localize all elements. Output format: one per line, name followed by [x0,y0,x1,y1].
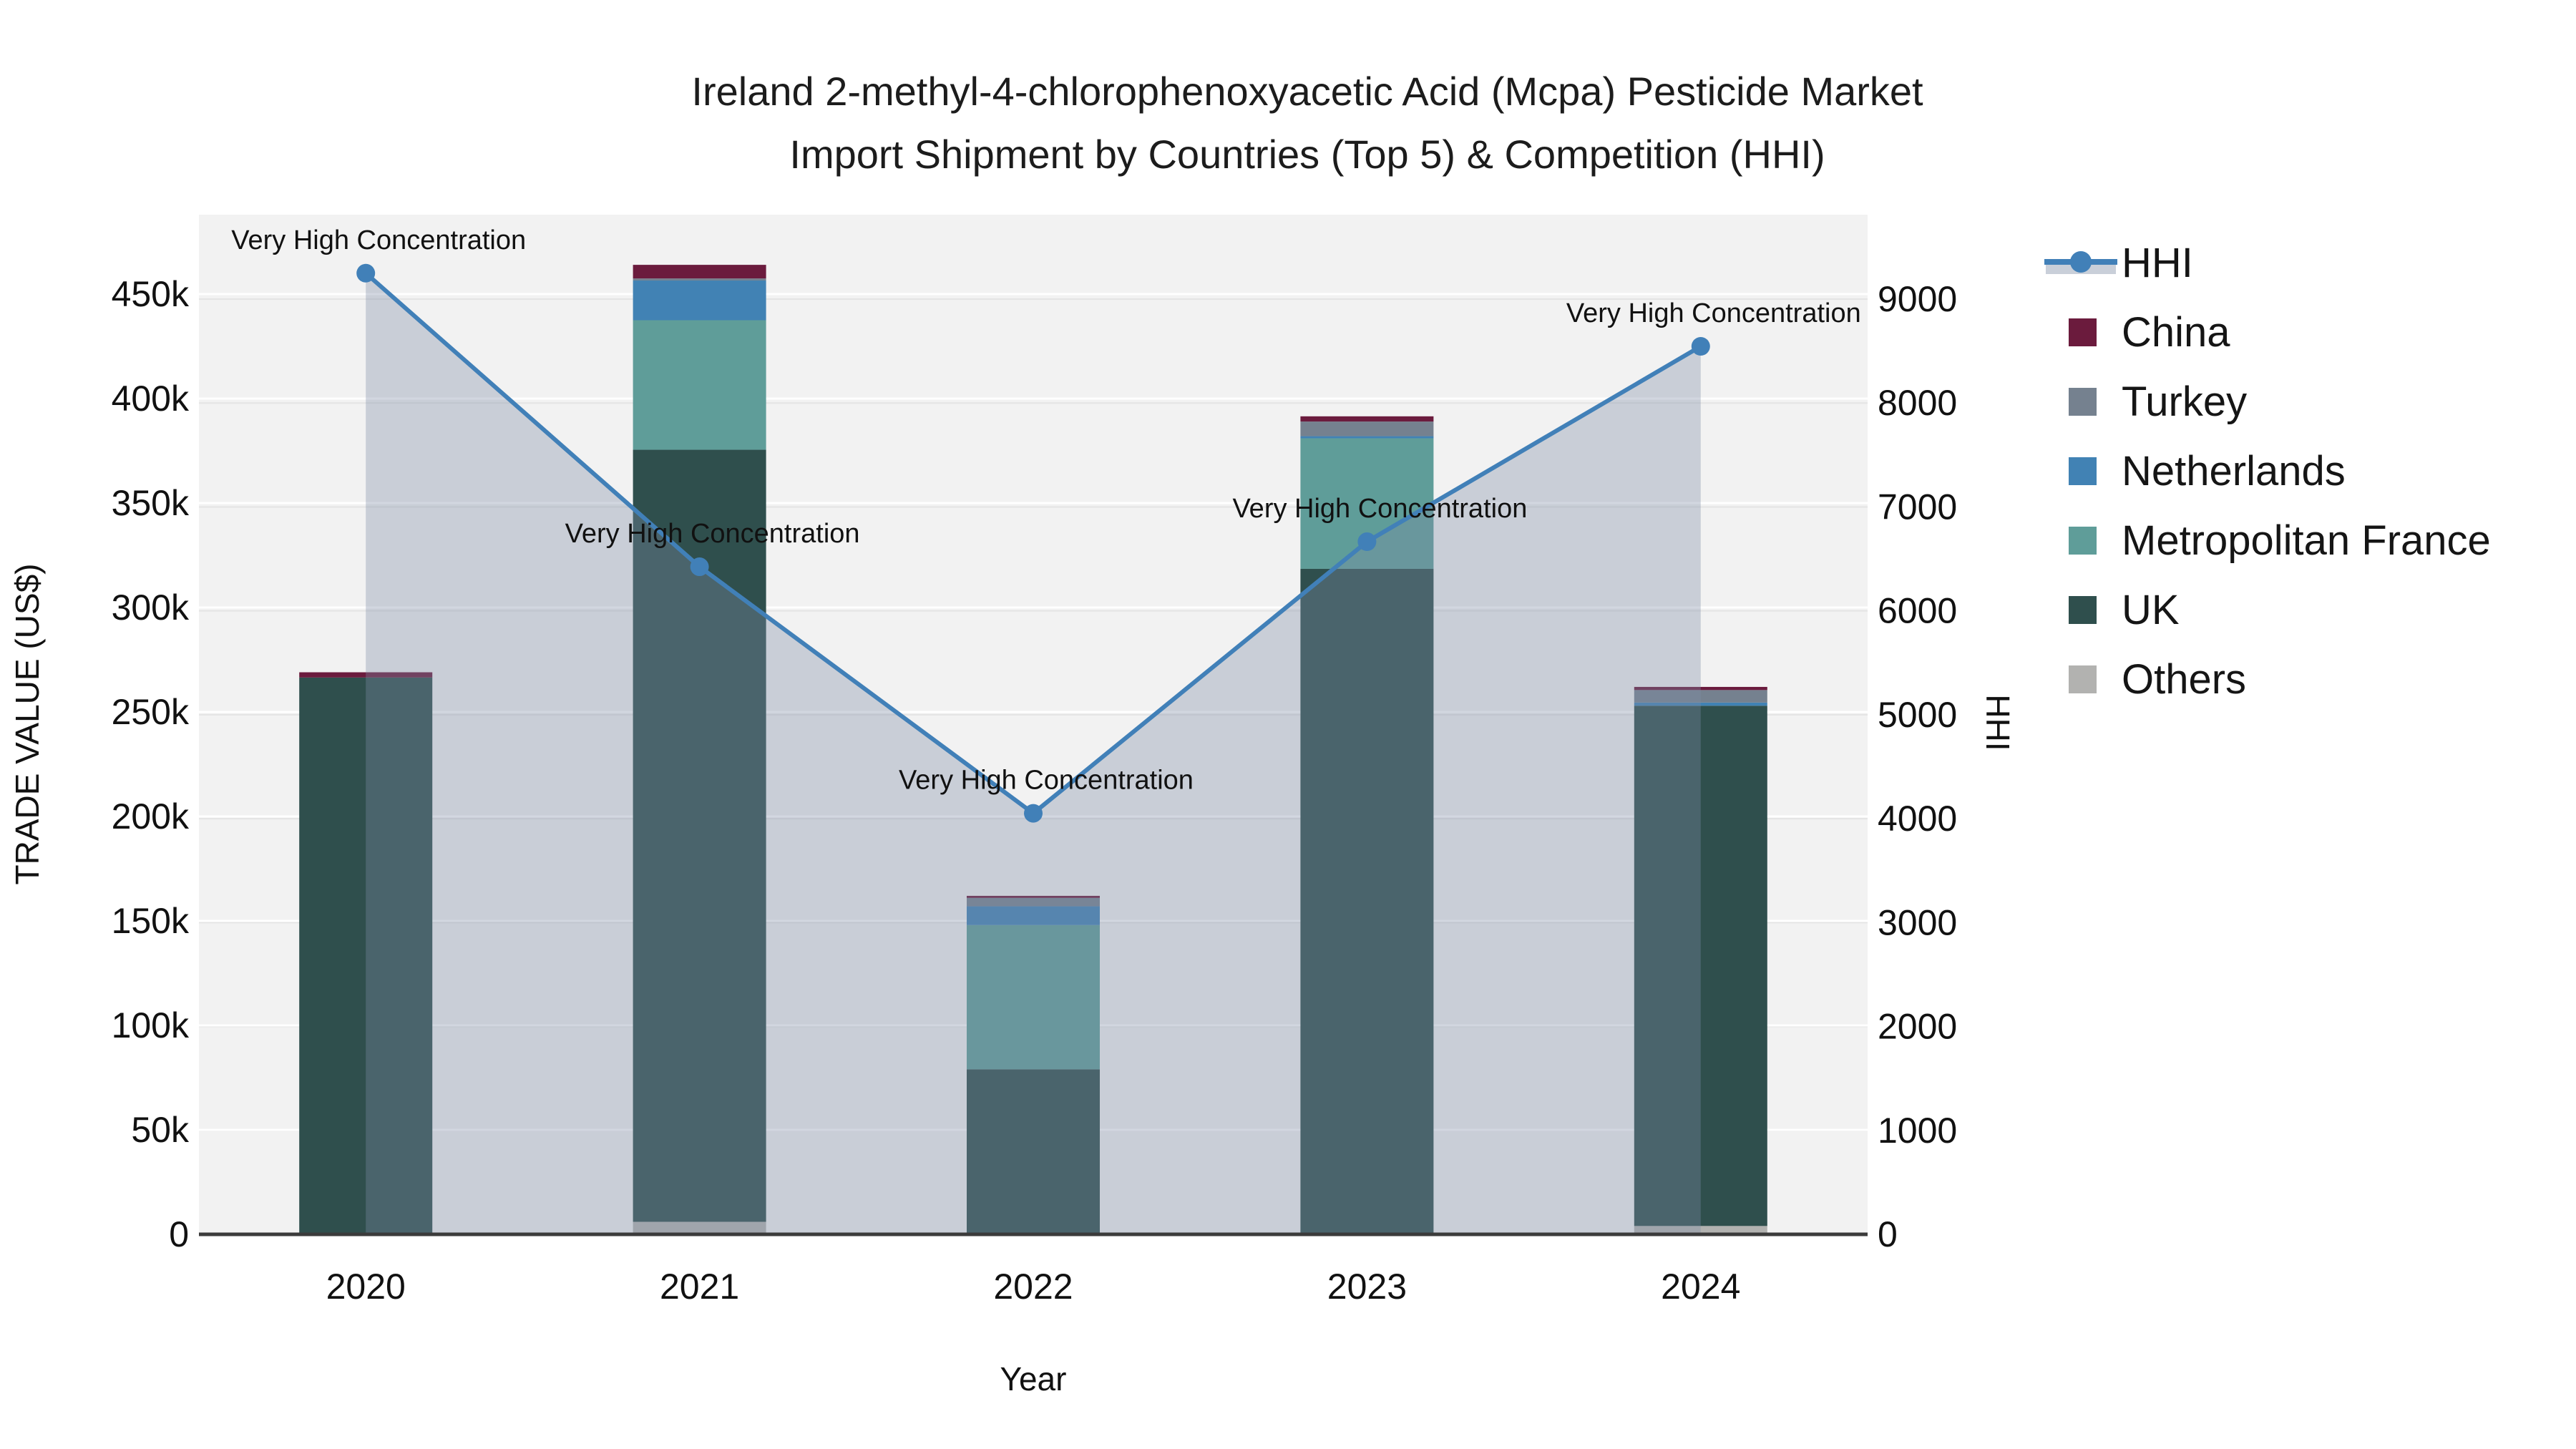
others-swatch-icon [2068,665,2097,693]
tick-label-right: 8000 [1878,383,1957,423]
tick-label-left: 100k [112,1005,190,1045]
bar-segment-others-2021 [633,1221,766,1234]
bar-segment-uk-2024 [1634,706,1767,1226]
uk-swatch-icon [2068,596,2097,624]
bar-segment-netherlands-2021 [633,280,766,321]
annotation-2022: Very High Concentration [899,766,1194,796]
bar-segment-uk-2021 [633,449,766,1222]
netherlands-swatch-icon [2068,457,2097,485]
annotation-2024: Very High Concentration [1566,298,1861,328]
hhi-line-sample-icon [2043,248,2122,279]
legend-item-metropolitan-france[interactable]: Metropolitan France [2043,506,2491,575]
annotation-2023: Very High Concentration [1232,494,1527,524]
hhi-marker-2021 [690,557,709,577]
bar-segment-uk-2022 [967,1069,1100,1234]
bar-segment-turkey-2023 [1300,421,1434,436]
bar-segment-metropolitan-france-2022 [967,924,1100,1070]
tick-label-x: 2021 [660,1267,739,1307]
tick-label-left: 350k [112,483,190,523]
tick-label-right: 9000 [1878,279,1957,319]
tick-label-left: 400k [112,379,190,419]
left-axis-title: TRADE VALUE (US$) [9,563,46,885]
tick-label-left: 50k [131,1110,190,1150]
legend-label: Metropolitan France [2122,517,2491,564]
legend-label: UK [2122,587,2180,633]
bar-segment-china-2023 [1300,416,1434,422]
annotation-2020: Very High Concentration [231,225,526,255]
tick-label-right: 3000 [1878,902,1957,942]
tick-label-right: 6000 [1878,591,1957,631]
tick-label-right: 2000 [1878,1007,1957,1047]
bar-segment-turkey-2021 [633,278,766,281]
tick-label-left: 200k [112,796,190,836]
tick-label-left: 300k [112,587,190,628]
bar-segment-netherlands-2024 [1634,702,1767,706]
bar-segment-china-2021 [633,265,766,279]
legend-label: Netherlands [2122,448,2346,494]
bar-segment-china-2022 [967,895,1100,898]
bar-segment-uk-2023 [1300,568,1434,1234]
chart-title-line1: Ireland 2-methyl-4-chlorophenoxyacetic A… [691,69,1923,114]
bar-segment-turkey-2022 [967,897,1100,907]
bar-segment-netherlands-2022 [967,906,1100,925]
legend-item-turkey[interactable]: Turkey [2043,367,2491,436]
legend-item-others[interactable]: Others [2043,645,2491,714]
tick-label-left: 250k [112,692,190,732]
tick-label-left: 450k [112,274,190,314]
tick-label-right: 7000 [1878,487,1957,527]
hhi-marker-2022 [1024,804,1043,823]
turkey-swatch-icon [2068,388,2097,416]
legend-label: China [2122,309,2230,356]
tick-label-right: 4000 [1878,799,1957,839]
tick-label-right: 1000 [1878,1111,1957,1151]
tick-label-x: 2022 [993,1267,1073,1307]
bar-segment-china-2020 [299,672,433,678]
right-axis-title: HHI [1979,694,2016,751]
legend: HHI China Turkey Netherlands Metropolita… [2043,228,2491,714]
tick-label-right: 5000 [1878,695,1957,735]
legend-label: HHI [2122,240,2193,286]
hhi-area [366,273,1701,1234]
bar-segment-turkey-2024 [1634,690,1767,703]
hhi-marker-2023 [1357,532,1377,552]
bar-segment-uk-2020 [299,677,433,1234]
tick-label-x: 2024 [1661,1267,1740,1307]
chart-title-line2: Import Shipment by Countries (Top 5) & C… [789,132,1825,177]
hhi-marker-2020 [356,263,376,283]
legend-label: Turkey [2122,379,2248,425]
bar-segment-metropolitan-france-2021 [633,320,766,450]
metropolitan-france-swatch-icon [2068,527,2097,555]
tick-label-left: 150k [112,901,190,941]
bar-segment-china-2024 [1634,686,1767,691]
legend-item-netherlands[interactable]: Netherlands [2043,436,2491,506]
tick-label-x: 2023 [1327,1267,1407,1307]
bar-segment-netherlands-2023 [1300,436,1434,439]
legend-label: Others [2122,656,2247,703]
legend-item-uk[interactable]: UK [2043,575,2491,645]
legend-item-hhi[interactable]: HHI [2043,228,2491,298]
tick-label-x: 2020 [326,1267,406,1307]
tick-label-right: 0 [1878,1214,1898,1254]
legend-item-china[interactable]: China [2043,298,2491,367]
bar-segment-others-2024 [1634,1226,1767,1234]
hhi-marker-2024 [1691,337,1710,356]
chart-title: Ireland 2-methyl-4-chlorophenoxyacetic A… [19,60,2576,186]
x-axis-title: Year [1000,1360,1067,1397]
tick-label-left: 0 [169,1214,189,1254]
annotation-2021: Very High Concentration [565,519,860,549]
china-swatch-icon [2068,318,2097,346]
